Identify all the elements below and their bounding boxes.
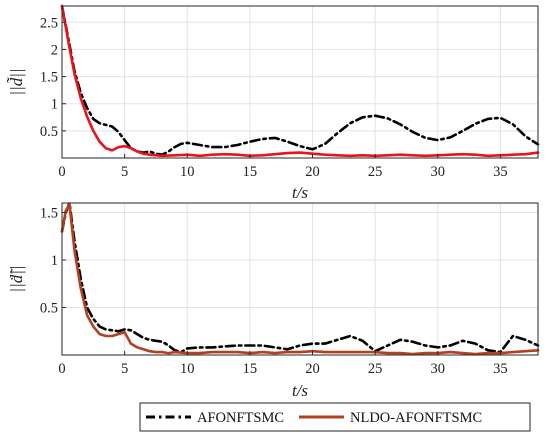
top-grid [61,6,538,158]
x-tick-label: 20 [305,361,320,377]
bottom-y-axis-label: ||ḋ̃|| [7,265,26,292]
x-tick-label: 0 [58,164,65,180]
bottom-x-axis-label: t/s [292,381,308,400]
x-tick-label: 35 [493,361,508,377]
x-tick-label: 25 [368,361,383,377]
y-tick-label: 1 [51,253,58,269]
y-tick-label: 0.5 [40,301,58,317]
y-tick-label: 1.5 [40,70,58,86]
x-tick-label: 15 [243,164,258,180]
bottom-subplot: 0 5 10 15 20 25 30 35 0.5 1 1.5 t/s ||ḋ̃|| [7,201,540,400]
legend: AFONFTSMC NLDO-AFONFTSMC [139,402,531,432]
series-line-afonftsmc [60,4,540,156]
x-tick-label: 35 [493,164,508,180]
x-tick-label: 30 [431,164,446,180]
bottom-axes-frame [61,202,539,356]
x-tick-label: 10 [180,361,195,377]
x-tick-label: 5 [121,164,128,180]
top-y-axis-label: ||d̃|| [7,68,26,95]
top-subplot: 0 5 10 15 20 25 30 35 0.5 1 1.5 2 2.5 t/s ||d̃|| [7,4,540,202]
y-tick-label: 2 [51,42,58,58]
legend-label-nldo-afonftsmc: NLDO-AFONFTSMC [350,410,482,426]
y-tick-label: 1 [51,97,58,113]
bottom-ticks: 0 5 10 15 20 25 30 35 0.5 1 1.5 [40,206,508,378]
x-tick-label: 15 [243,361,258,377]
y-tick-label: 0.5 [40,124,58,140]
x-tick-label: 10 [180,164,195,180]
x-tick-label: 25 [368,164,383,180]
top-axes-frame [61,5,539,159]
series-line-afonftsmc [60,201,540,354]
x-tick-label: 5 [121,361,128,377]
x-tick-label: 0 [58,361,65,377]
x-tick-label: 30 [431,361,446,377]
top-ticks: 0 5 10 15 20 25 30 35 0.5 1 1.5 2 2.5 [40,15,508,180]
legend-label-afonftsmc: AFONFTSMC [197,410,284,426]
x-tick-label: 20 [305,164,320,180]
y-tick-label: 2.5 [40,15,58,31]
top-x-axis-label: t/s [292,183,308,202]
y-tick-label: 1.5 [40,206,58,222]
